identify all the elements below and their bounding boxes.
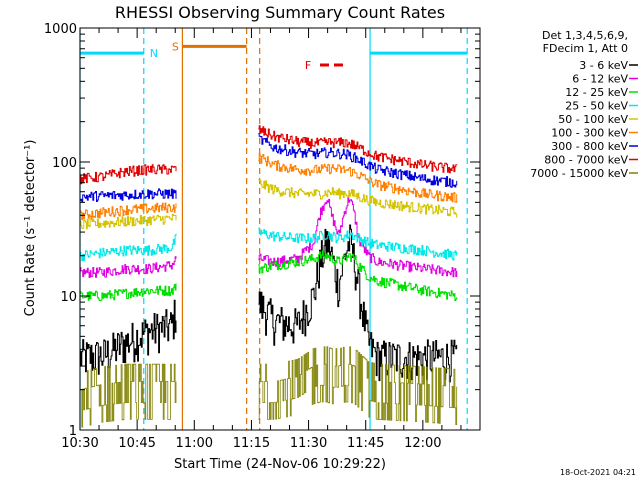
- series-line-3: [80, 250, 458, 302]
- x-tick-label-4: 11:30: [290, 436, 327, 451]
- y-tick-label-2: 100: [52, 156, 77, 171]
- y-tick-label-0: 1: [69, 424, 77, 439]
- x-tick-label-1: 10:45: [118, 436, 155, 451]
- y-axis-label: Count Rate (s⁻¹ detector⁻¹): [23, 140, 38, 317]
- legend-entry-7: 300 - 800 keV: [551, 140, 628, 153]
- x-tick-label-6: 12:00: [404, 436, 441, 451]
- x-tick-label-2: 11:00: [176, 436, 213, 451]
- legend-entry-9: 7000 - 15000 keV: [530, 167, 628, 180]
- annotation-label-n: N: [150, 47, 158, 60]
- footer-date: 18-Oct-2021 04:21: [560, 468, 636, 477]
- legend-entry-1: 3 - 6 keV: [579, 59, 628, 72]
- series-line-7: [80, 133, 458, 203]
- x-tick-label-0: 10:30: [61, 436, 98, 451]
- annotation-label-s: S: [172, 40, 179, 53]
- x-axis-label: Start Time (24-Nov-06 10:29:22): [174, 457, 386, 472]
- legend-entry-4: 25 - 50 keV: [565, 100, 628, 113]
- series-line-9: [80, 346, 458, 428]
- series-line-4: [80, 227, 458, 262]
- chart-title: RHESSI Observing Summary Count Rates: [115, 3, 445, 22]
- legend-entry-5: 50 - 100 keV: [558, 113, 628, 126]
- x-tick-label-5: 11:45: [347, 436, 384, 451]
- legend-entry-6: 100 - 300 keV: [551, 127, 628, 140]
- plot-area: N S F 1 10 100 1000 10:30 10:45 11:00 11:15 11:30 11…: [44, 22, 481, 451]
- annotation-label-f: F: [305, 59, 311, 72]
- plot-frame: [79, 27, 481, 431]
- series-line-6: [80, 152, 458, 221]
- legend-header-line-2: FDecim 1, Att 0: [543, 42, 628, 55]
- y-tick-label-3: 1000: [44, 22, 77, 37]
- legend-header-line-1: Det 1,3,4,5,6,9,: [542, 29, 628, 42]
- legend-entry-2: 6 - 12 keV: [572, 73, 628, 86]
- series-line-2: [80, 197, 458, 278]
- series-line-1: [80, 224, 458, 383]
- series-line-5: [80, 179, 458, 230]
- y-tick-label-1: 10: [60, 290, 77, 305]
- series-line-8: [80, 125, 458, 185]
- x-tick-label-3: 11:15: [233, 436, 270, 451]
- legend-entry-8: 800 - 7000 keV: [544, 154, 628, 167]
- legend-entry-3: 12 - 25 keV: [565, 86, 628, 99]
